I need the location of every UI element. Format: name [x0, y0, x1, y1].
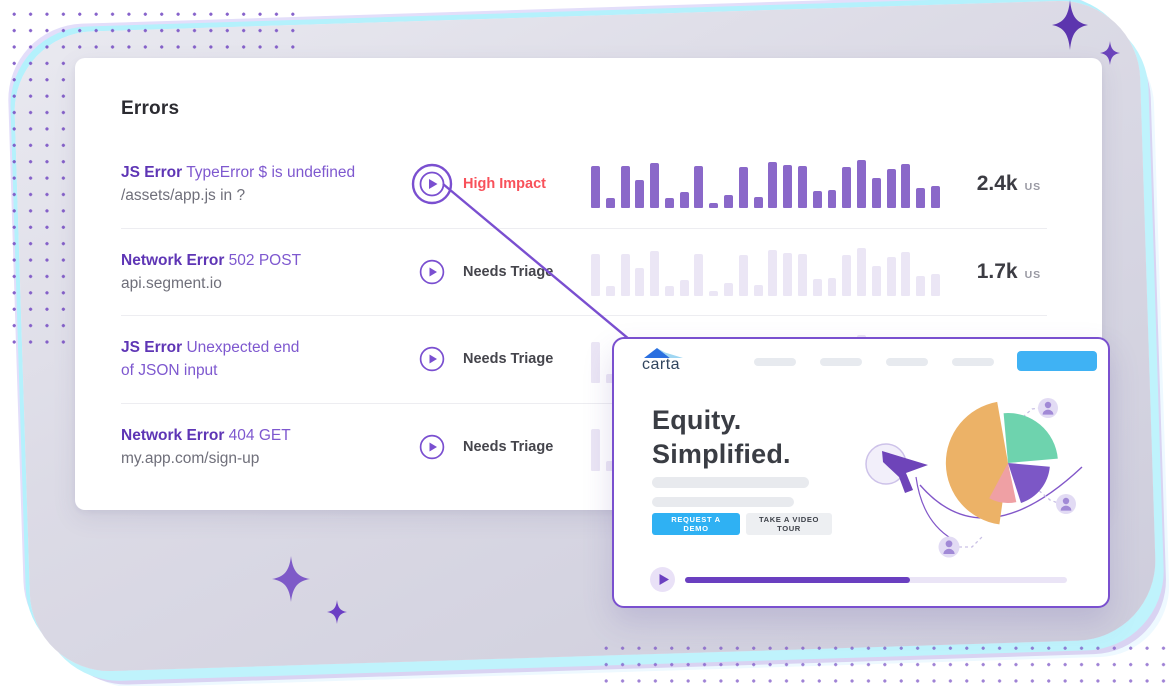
replay-progress	[650, 567, 1067, 592]
error-frequency-sparkline	[591, 159, 940, 208]
error-detail: my.app.com/sign-up	[121, 449, 260, 467]
sparkle-icon	[1100, 41, 1120, 65]
play-cell	[401, 163, 463, 205]
user-avatar-icon	[938, 536, 960, 558]
error-detail: api.segment.io	[121, 274, 222, 292]
pie-slice-pink	[989, 463, 1017, 503]
error-message: TypeError $ is undefined	[182, 163, 356, 181]
error-title-link[interactable]: Network Error 404 GET my.app.com/sign-up	[121, 424, 401, 470]
play-session-button[interactable]	[419, 259, 445, 285]
pie-slice-teal	[1003, 413, 1058, 463]
request-demo-button[interactable]: REQUEST A DEMO	[652, 513, 740, 535]
hero-copy-placeholder	[652, 477, 809, 488]
user-avatar-icon	[1056, 494, 1076, 514]
play-cell	[401, 346, 463, 372]
nav-placeholder-links	[754, 358, 994, 366]
error-type: JS Error	[121, 163, 183, 181]
progress-track[interactable]	[685, 576, 1067, 583]
error-type: JS Error	[121, 339, 183, 357]
play-cell	[401, 259, 463, 285]
error-status-label: Needs Triage	[463, 351, 554, 368]
carta-logo: carta	[642, 346, 684, 374]
play-session-button[interactable]	[419, 434, 445, 460]
error-type: Network Error	[121, 251, 225, 269]
sparkle-icon	[272, 556, 310, 602]
cap-table-pie-illustration	[915, 398, 1083, 558]
nav-placeholder-pill[interactable]	[952, 358, 994, 366]
pie-slice-orange	[945, 401, 1008, 525]
user-avatar-icon	[1038, 398, 1058, 418]
nav-cta-button[interactable]	[1017, 351, 1097, 371]
error-message: 404 GET	[224, 426, 291, 444]
cursor-arrow-icon	[865, 443, 928, 493]
error-title-link[interactable]: Network Error 502 POST api.segment.io	[121, 249, 401, 295]
error-status-label: Needs Triage	[463, 263, 554, 280]
play-icon[interactable]	[650, 567, 675, 592]
affected-users-count: 1.7k us	[941, 260, 1047, 284]
error-frequency-sparkline	[591, 247, 940, 296]
nav-placeholder-pill[interactable]	[754, 358, 796, 366]
user-count-value: 2.4k	[976, 171, 1018, 195]
error-type: Network Error	[121, 426, 225, 444]
error-detail: of JSON input	[121, 362, 218, 380]
user-count-value: 1.7k	[976, 259, 1018, 283]
hero-copy-placeholder	[652, 497, 794, 507]
affected-users-count: 2.4k us	[941, 172, 1047, 196]
carta-wordmark: carta	[642, 356, 681, 373]
error-status-label: Needs Triage	[463, 438, 554, 455]
play-cell	[401, 434, 463, 460]
progress-fill	[685, 576, 911, 583]
carta-logo-icon	[644, 348, 683, 358]
dot-grid-bottom-right	[598, 640, 1170, 684]
session-replay-card: carta Equity. Simplified. REQUEST A DEMO…	[612, 337, 1110, 608]
error-title-link[interactable]: JS Error TypeError $ is undefined/assets…	[121, 161, 401, 207]
error-message: 502 POST	[224, 251, 302, 269]
user-count-unit: us	[1024, 268, 1041, 281]
error-message: Unexpected end	[182, 339, 300, 357]
pie-slice-purple	[1008, 463, 1050, 503]
errors-panel-title: Errors	[121, 98, 180, 119]
decorative-arc	[915, 476, 953, 540]
error-row: Network Error 502 POST api.segment.io Need…	[121, 227, 1047, 316]
hero-headline-line1: Equity.	[652, 405, 742, 435]
hero-headline: Equity. Simplified.	[652, 403, 791, 471]
play-session-button[interactable]	[419, 346, 445, 372]
sparkle-icon	[1052, 0, 1088, 50]
error-detail: /assets/app.js in ?	[121, 186, 246, 204]
nav-placeholder-pill[interactable]	[820, 358, 862, 366]
play-session-button[interactable]	[411, 163, 453, 205]
error-status-label: High Impact	[463, 175, 546, 192]
user-count-unit: us	[1024, 180, 1041, 193]
video-tour-button[interactable]: TAKE A VIDEO TOUR	[746, 513, 832, 535]
error-row: JS Error TypeError $ is undefined/assets…	[121, 140, 1047, 228]
replay-site-header: carta	[614, 339, 1108, 383]
error-title-link[interactable]: JS Error Unexpected end of JSON input	[121, 336, 401, 382]
hero-headline-line2: Simplified.	[652, 439, 791, 469]
sparkle-icon	[327, 600, 347, 624]
nav-placeholder-pill[interactable]	[886, 358, 928, 366]
